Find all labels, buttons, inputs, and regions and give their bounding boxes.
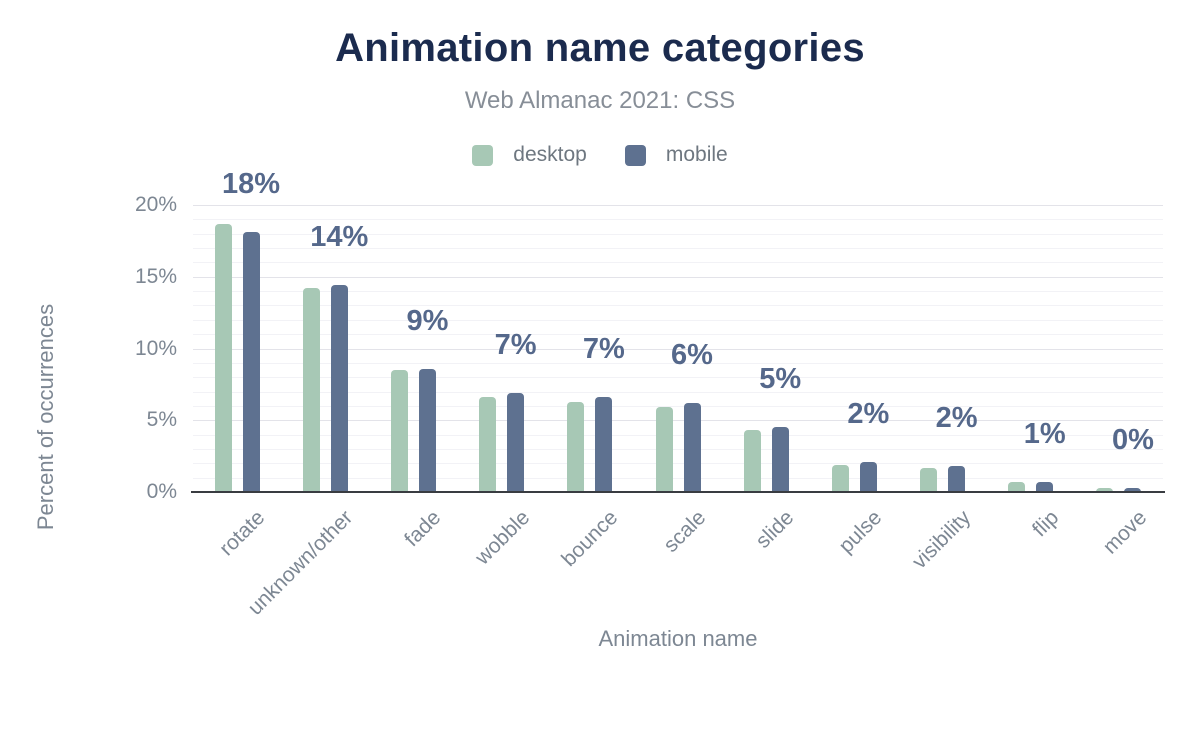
major-gridline bbox=[193, 420, 1163, 422]
x-axis-title: Animation name bbox=[598, 626, 758, 651]
minor-gridline bbox=[193, 362, 1163, 364]
bar-desktop-visibility bbox=[920, 467, 938, 492]
major-gridline bbox=[193, 276, 1163, 278]
x-tick-label: wobble bbox=[470, 506, 534, 570]
bar-value-label: 6% bbox=[671, 339, 713, 372]
minor-gridline bbox=[193, 233, 1163, 235]
bar-value-label: 18% bbox=[222, 168, 281, 201]
bar-value-label: 2% bbox=[935, 402, 978, 435]
minor-gridline bbox=[193, 262, 1163, 264]
bar-desktop-slide bbox=[743, 430, 761, 492]
y-tick-label: 15% bbox=[134, 264, 177, 288]
x-tick-label: fade bbox=[400, 506, 446, 552]
bar-desktop-pulse bbox=[831, 464, 849, 492]
bar-value-label: 0% bbox=[1111, 423, 1154, 456]
bar-value-label: 9% bbox=[406, 304, 449, 337]
bar-desktop-wobble bbox=[479, 397, 497, 492]
bar-value-label: 14% bbox=[310, 221, 369, 254]
y-tick-label: 20% bbox=[134, 193, 177, 216]
bar-mobile-unknown-other bbox=[330, 285, 348, 492]
minor-gridline bbox=[193, 391, 1163, 393]
x-tick-label: scale bbox=[659, 506, 711, 557]
minor-gridline bbox=[193, 248, 1163, 250]
minor-gridline bbox=[193, 477, 1163, 479]
major-gridline bbox=[193, 205, 1163, 206]
minor-gridline bbox=[193, 291, 1163, 293]
bar-desktop-rotate bbox=[214, 223, 232, 492]
legend-label-desktop: desktop bbox=[513, 143, 587, 166]
bar-desktop-flip bbox=[1008, 481, 1026, 492]
bar-mobile-fade bbox=[418, 368, 436, 492]
bar-desktop-fade bbox=[390, 370, 408, 492]
x-axis-line bbox=[191, 491, 1165, 493]
bar-value-label: 7% bbox=[582, 333, 625, 366]
x-tick-label: unknown/other bbox=[243, 506, 358, 620]
minor-gridline bbox=[193, 405, 1163, 407]
bar-desktop-move bbox=[1096, 487, 1114, 492]
bar-desktop-bounce bbox=[567, 401, 585, 492]
minor-gridline bbox=[193, 448, 1163, 450]
bar-value-label: 7% bbox=[494, 328, 537, 361]
y-tick-label: 0% bbox=[146, 480, 177, 503]
bar-mobile-slide bbox=[771, 427, 789, 492]
bar-value-label: 2% bbox=[847, 397, 890, 430]
mobile-series-swatch-icon bbox=[624, 144, 646, 166]
minor-gridline bbox=[193, 377, 1163, 379]
bar-mobile-scale bbox=[683, 403, 701, 492]
x-tick-label: slide bbox=[751, 506, 799, 553]
legend-label-mobile: mobile bbox=[665, 143, 728, 166]
major-gridline bbox=[193, 348, 1163, 350]
bar-desktop-unknown-other bbox=[302, 288, 320, 492]
bar-desktop-scale bbox=[655, 407, 673, 492]
chart-subtitle: Web Almanac 2021: CSS bbox=[464, 87, 736, 114]
bar-value-label: 5% bbox=[759, 363, 802, 396]
legend: desktop mobile bbox=[0, 143, 1200, 167]
chart-title: Animation name categories bbox=[335, 26, 865, 70]
bar-mobile-rotate bbox=[242, 232, 260, 492]
legend-item-desktop: desktop bbox=[472, 143, 587, 167]
desktop-series-swatch-icon bbox=[472, 144, 494, 166]
bar-mobile-bounce bbox=[595, 397, 613, 492]
minor-gridline bbox=[193, 434, 1163, 436]
minor-gridline bbox=[193, 305, 1163, 307]
bar-mobile-wobble bbox=[507, 392, 525, 492]
bar-value-label: 1% bbox=[1023, 417, 1066, 450]
x-tick-label: move bbox=[1098, 506, 1152, 559]
bar-mobile-pulse bbox=[859, 461, 877, 492]
minor-gridline bbox=[193, 463, 1163, 465]
y-tick-label: 5% bbox=[146, 408, 177, 432]
minor-gridline bbox=[193, 219, 1163, 221]
bar-mobile-move bbox=[1124, 487, 1142, 492]
x-tick-label: visibility bbox=[907, 506, 975, 574]
x-tick-label: pulse bbox=[834, 506, 887, 558]
bar-mobile-visibility bbox=[948, 466, 966, 492]
x-tick-label: bounce bbox=[557, 506, 623, 571]
legend-item-mobile: mobile bbox=[624, 143, 728, 167]
y-axis-title: Percent of occurrences bbox=[33, 303, 58, 531]
bar-mobile-flip bbox=[1036, 481, 1054, 492]
minor-gridline bbox=[193, 319, 1163, 321]
x-tick-label: rotate bbox=[215, 506, 270, 561]
y-tick-label: 10% bbox=[134, 336, 177, 360]
minor-gridline bbox=[193, 334, 1163, 336]
x-tick-label: flip bbox=[1027, 506, 1063, 542]
